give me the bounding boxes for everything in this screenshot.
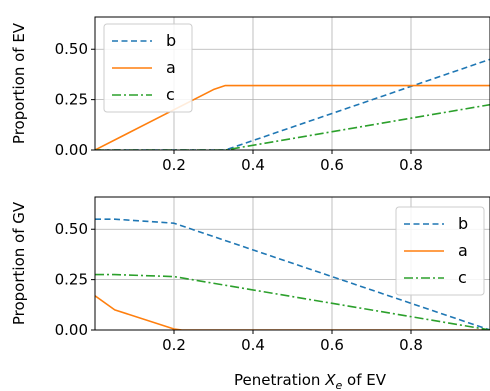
y-axis-label: Proportion of GV — [10, 201, 28, 325]
x-tick-label: 0.8 — [399, 336, 423, 354]
ev-proportion-panel: 0.2 0.4 0.6 0.8 0.00 0.25 0.50 Proportion of … — [10, 16, 490, 174]
y-tick-label: 0.25 — [55, 271, 88, 289]
y-ticks: 0.00 0.25 0.50 — [55, 220, 95, 339]
x-axis-label-main: Penetration — [234, 371, 325, 389]
y-ticks: 0.00 0.25 0.50 — [55, 40, 95, 159]
legend: bac — [395, 206, 485, 296]
x-tick-label: 0.2 — [162, 156, 186, 174]
y-tick-label: 0.50 — [55, 40, 88, 58]
series-line-a — [95, 295, 490, 330]
x-axis-label-subscript: e — [335, 379, 342, 391]
series-line-b — [95, 218, 490, 330]
x-tick-label: 0.8 — [399, 156, 423, 174]
axes-frame — [94, 16, 490, 151]
gv-proportion-panel: 0.2 0.4 0.6 0.8 0.00 0.25 0.50 Proportion of … — [10, 196, 490, 354]
series-line-b — [95, 58, 490, 150]
series-line-c — [95, 103, 490, 150]
axes-frame — [94, 196, 490, 331]
series-line-c — [95, 273, 490, 330]
x-tick-label: 0.6 — [320, 336, 344, 354]
y-tick-label: 0.00 — [55, 141, 88, 159]
series-layer — [95, 58, 490, 150]
y-tick-label: 0.50 — [55, 220, 88, 238]
legend-label-b: b — [166, 31, 176, 50]
legend-label-c: c — [458, 268, 467, 287]
y-axis-label: Proportion of EV — [10, 22, 28, 144]
y-tick-label: 0.25 — [55, 91, 88, 109]
x-tick-label: 0.4 — [241, 156, 265, 174]
series-layer — [95, 218, 490, 330]
x-tick-label: 0.6 — [320, 156, 344, 174]
legend-label-c: c — [166, 85, 175, 104]
legend: bac — [103, 23, 193, 113]
x-ticks: 0.2 0.4 0.6 0.8 — [162, 150, 423, 174]
x-axis-label: Penetration Xe of EV — [234, 371, 387, 391]
y-tick-label: 0.00 — [55, 321, 88, 339]
x-ticks: 0.2 0.4 0.6 0.8 — [162, 330, 423, 354]
x-tick-label: 0.4 — [241, 336, 265, 354]
x-axis-label-rest: of EV — [342, 371, 386, 389]
legend-label-a: a — [166, 58, 176, 77]
legend-label-b: b — [458, 214, 468, 233]
legend-label-a: a — [458, 241, 468, 260]
series-line-a — [95, 84, 490, 150]
x-tick-label: 0.2 — [162, 336, 186, 354]
x-axis-label-symbol: X — [324, 371, 336, 389]
